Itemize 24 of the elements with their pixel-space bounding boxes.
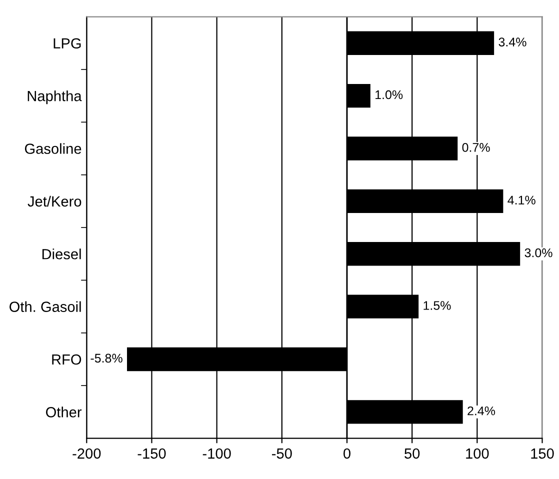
annotation: 3.4% bbox=[498, 38, 526, 46]
annotation: 2.4% bbox=[468, 406, 496, 416]
x-tick-label: -100 bbox=[202, 448, 231, 459]
x-tick-label: -200 bbox=[72, 448, 101, 459]
y-tick-label: Gasoline bbox=[24, 143, 82, 154]
annotation: 1.0% bbox=[376, 90, 403, 100]
y-tick-label: Jet/Kero bbox=[28, 196, 82, 207]
y-tick-label: Oth. Gasoil bbox=[10, 301, 81, 312]
y-tick-label: Other bbox=[46, 406, 82, 418]
x-tick-label: 150 bbox=[531, 448, 554, 459]
y-tick-label: RFO bbox=[52, 354, 82, 365]
annotation: -5.8% bbox=[90, 354, 122, 363]
y-tick-label: Diesel bbox=[42, 248, 81, 260]
x-tick-label: 0 bbox=[343, 448, 350, 459]
x-tick-label: -150 bbox=[138, 448, 166, 459]
annotation: 3.0% bbox=[524, 248, 552, 258]
x-tick-label: 100 bbox=[466, 448, 489, 459]
annotation: 1.5% bbox=[424, 301, 451, 310]
annotation: 4.1% bbox=[508, 196, 536, 204]
annotation: 0.7% bbox=[462, 142, 490, 152]
y-tick-label: LPG bbox=[54, 38, 81, 49]
x-tick-label: 50 bbox=[404, 448, 420, 459]
y-tick-label: Naphtha bbox=[28, 90, 82, 104]
x-tick-label: -50 bbox=[272, 448, 292, 459]
